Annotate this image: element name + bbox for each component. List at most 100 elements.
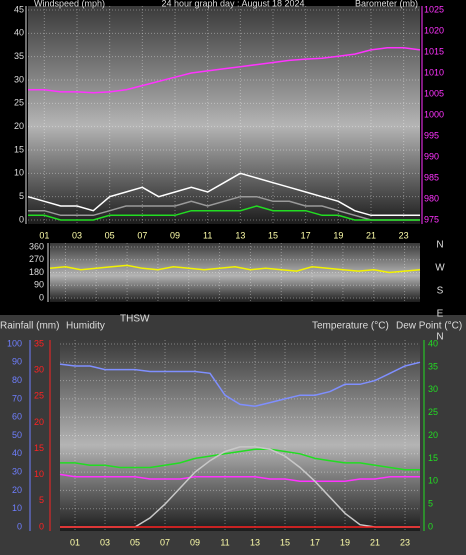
x-tick-label: 21 bbox=[370, 537, 380, 547]
y2-tick-label: 0 bbox=[428, 521, 433, 531]
y2-tick-label: 40 bbox=[428, 338, 438, 348]
y2-tick-label: 1000 bbox=[424, 109, 444, 119]
x-tick-label: 11 bbox=[203, 230, 212, 240]
y3-tick-label: 30 bbox=[34, 365, 44, 375]
title: 24 hour graph day : August 18 2024 bbox=[161, 0, 304, 8]
x-tick-label: 13 bbox=[250, 537, 260, 547]
axis-label: Dew Point (°C) bbox=[396, 321, 462, 332]
y-tick-label: 40 bbox=[12, 448, 22, 458]
series-line bbox=[28, 195, 420, 221]
y-tick-label: 100 bbox=[7, 338, 22, 348]
compass-label: W bbox=[435, 263, 445, 274]
x-tick-label: 01 bbox=[39, 230, 49, 240]
y-tick-label: 45 bbox=[14, 4, 24, 14]
y3-tick-label: 15 bbox=[34, 443, 44, 453]
x-tick-label: 19 bbox=[333, 230, 343, 240]
y2-tick-label: 975 bbox=[424, 214, 439, 224]
y2-tick-label: 980 bbox=[424, 193, 439, 203]
y-tick-label: 30 bbox=[12, 466, 22, 476]
x-tick-label: 19 bbox=[340, 537, 350, 547]
y2-tick-label: 1015 bbox=[424, 46, 444, 56]
y-tick-label: 10 bbox=[14, 168, 24, 178]
y-tick-label: 10 bbox=[12, 503, 22, 513]
y2-tick-label: 10 bbox=[428, 476, 438, 486]
y-tick-label: 60 bbox=[12, 412, 22, 422]
y-tick-label: 5 bbox=[19, 191, 24, 201]
series-line bbox=[60, 448, 420, 471]
x-tick-label: 09 bbox=[190, 537, 200, 547]
y2-tick-label: 15 bbox=[428, 453, 438, 463]
compass-label: S bbox=[437, 286, 444, 297]
x-tick-label: 23 bbox=[399, 230, 409, 240]
y-tick-label: 15 bbox=[14, 144, 24, 154]
y2-tick-label: 35 bbox=[428, 361, 438, 371]
y-tick-label: 360 bbox=[29, 241, 44, 251]
x-tick-label: 07 bbox=[137, 230, 147, 240]
axis-label: Rainfall (mm) bbox=[0, 321, 59, 332]
y3-tick-label: 35 bbox=[34, 338, 44, 348]
x-tick-label: 13 bbox=[235, 230, 245, 240]
axis-label: Humidity bbox=[66, 321, 105, 332]
x-tick-label: 15 bbox=[268, 230, 278, 240]
y2-tick-label: 5 bbox=[428, 499, 433, 509]
axis-label: THSW bbox=[120, 314, 150, 325]
y3-tick-label: 0 bbox=[39, 521, 44, 531]
y2-tick-label: 30 bbox=[428, 384, 438, 394]
plot-area bbox=[50, 243, 420, 302]
compass-label: N bbox=[436, 332, 443, 343]
y-tick-label: 0 bbox=[39, 292, 44, 302]
y2-tick-label: 990 bbox=[424, 151, 439, 161]
x-tick-label: 17 bbox=[310, 537, 320, 547]
compass-label: N bbox=[436, 240, 443, 251]
x-tick-label: 15 bbox=[280, 537, 290, 547]
x-tick-label: 03 bbox=[72, 230, 82, 240]
axis-label: Temperature (°C) bbox=[312, 321, 389, 332]
x-tick-label: 09 bbox=[170, 230, 180, 240]
y-tick-label: 0 bbox=[17, 521, 22, 531]
y-tick-label: 80 bbox=[12, 375, 22, 385]
y-tick-label: 90 bbox=[34, 280, 44, 290]
y3-tick-label: 25 bbox=[34, 391, 44, 401]
y2-tick-label: 1005 bbox=[424, 88, 444, 98]
compass-label: E bbox=[437, 309, 444, 320]
x-tick-label: 05 bbox=[130, 537, 140, 547]
y2-tick-label: 1010 bbox=[424, 67, 444, 77]
y2-tick-label: 1025 bbox=[424, 4, 444, 14]
y-tick-label: 180 bbox=[29, 267, 44, 277]
x-tick-label: 05 bbox=[105, 230, 115, 240]
x-tick-label: 21 bbox=[366, 230, 376, 240]
x-tick-label: 01 bbox=[70, 537, 80, 547]
series-line bbox=[28, 205, 420, 221]
y-tick-label: 30 bbox=[14, 74, 24, 84]
y2-tick-label: 985 bbox=[424, 172, 439, 182]
y-tick-label: 0 bbox=[19, 214, 24, 224]
y-tick-label: 20 bbox=[14, 121, 24, 131]
y2-tick-label: 20 bbox=[428, 430, 438, 440]
y-tick-label: 20 bbox=[12, 485, 22, 495]
y3-tick-label: 20 bbox=[34, 417, 44, 427]
y-tick-label: 25 bbox=[14, 98, 24, 108]
x-tick-label: 17 bbox=[301, 230, 311, 240]
series-line bbox=[27, 172, 420, 217]
series-line bbox=[28, 47, 421, 94]
y-tick-label: 70 bbox=[12, 393, 22, 403]
plot-area bbox=[60, 340, 420, 531]
series-line bbox=[59, 361, 421, 407]
y-tick-label: 90 bbox=[12, 357, 22, 367]
y-label: Windspeed (mph) bbox=[34, 0, 105, 8]
series-line bbox=[59, 473, 420, 483]
y2-tick-label: 1020 bbox=[424, 25, 444, 35]
x-tick-label: 03 bbox=[100, 537, 110, 547]
x-tick-label: 23 bbox=[400, 537, 410, 547]
y-tick-label: 50 bbox=[12, 430, 22, 440]
y3-tick-label: 5 bbox=[39, 495, 44, 505]
y-tick-label: 270 bbox=[29, 254, 44, 264]
y2-tick-label: 995 bbox=[424, 130, 439, 140]
x-tick-label: 07 bbox=[160, 537, 170, 547]
y-tick-label: 35 bbox=[14, 51, 24, 61]
y2-tick-label: 25 bbox=[428, 407, 438, 417]
y-tick-label: 40 bbox=[14, 28, 24, 38]
y2-label: Barometer (mb) bbox=[355, 0, 418, 8]
plot-area bbox=[28, 6, 420, 224]
